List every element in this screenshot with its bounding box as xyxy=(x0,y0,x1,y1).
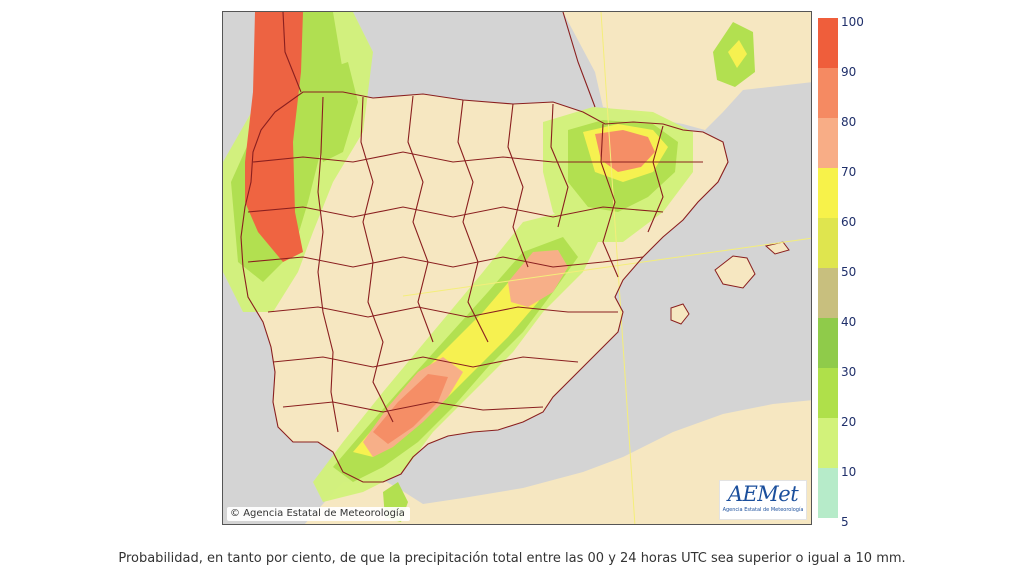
legend-label: 20 xyxy=(841,415,857,429)
probability-overlay xyxy=(223,12,755,522)
legend-label: 100 xyxy=(841,15,864,29)
legend-label: 90 xyxy=(841,65,857,79)
legend-label: 10 xyxy=(841,465,857,479)
legend-label: 70 xyxy=(841,165,857,179)
legend-swatch xyxy=(818,118,838,168)
legend-swatch xyxy=(818,368,838,418)
legend-label: 5 xyxy=(841,515,849,529)
legend-swatch xyxy=(818,18,838,68)
legend-bar xyxy=(818,18,838,518)
ibiza-island xyxy=(670,303,690,325)
legend-label: 50 xyxy=(841,265,857,279)
legend-label: 80 xyxy=(841,115,857,129)
map-caption: Probabilidad, en tanto por ciento, de qu… xyxy=(118,551,906,566)
legend-swatch xyxy=(818,68,838,118)
legend-swatch xyxy=(818,468,838,518)
province-borders xyxy=(240,12,729,483)
africa-land xyxy=(304,400,811,524)
copyright-icon: © xyxy=(230,508,240,519)
graticule xyxy=(402,12,811,524)
credit-label: © Agencia Estatal de Meteorología xyxy=(227,507,410,521)
probability-map: © Agencia Estatal de Meteorología AEMet … xyxy=(222,11,812,525)
legend-swatch xyxy=(818,168,838,218)
logo-subtitle: Agencia Estatal de Meteorología xyxy=(722,507,804,513)
logo-word: AEMet xyxy=(727,482,799,506)
legend-swatch xyxy=(818,318,838,368)
legend-label: 30 xyxy=(841,365,857,379)
map-canvas xyxy=(223,12,811,524)
legend-swatch xyxy=(818,218,838,268)
mallorca-island xyxy=(714,255,756,289)
aemet-logo: AEMet Agencia Estatal de Meteorología xyxy=(719,480,807,520)
legend-label: 40 xyxy=(841,315,857,329)
legend-swatch xyxy=(818,268,838,318)
credit-text: Agencia Estatal de Meteorología xyxy=(243,508,405,519)
legend-swatch xyxy=(818,418,838,468)
legend-label: 60 xyxy=(841,215,857,229)
